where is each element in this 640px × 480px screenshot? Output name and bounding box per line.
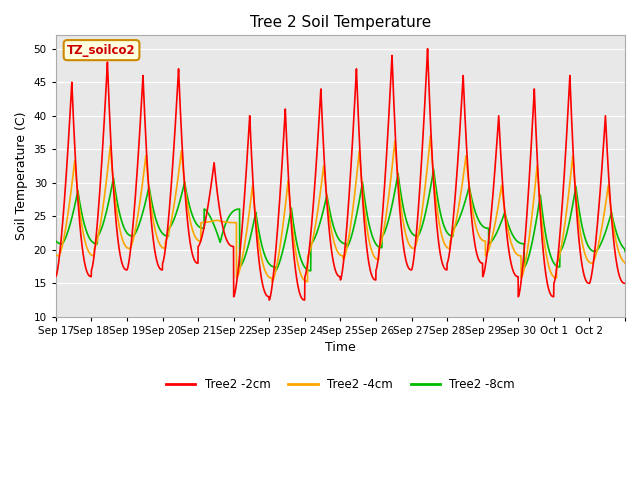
Legend: Tree2 -2cm, Tree2 -4cm, Tree2 -8cm: Tree2 -2cm, Tree2 -4cm, Tree2 -8cm <box>161 373 520 396</box>
X-axis label: Time: Time <box>325 341 356 354</box>
Title: Tree 2 Soil Temperature: Tree 2 Soil Temperature <box>250 15 431 30</box>
Text: TZ_soilco2: TZ_soilco2 <box>67 44 136 57</box>
Y-axis label: Soil Temperature (C): Soil Temperature (C) <box>15 112 28 240</box>
